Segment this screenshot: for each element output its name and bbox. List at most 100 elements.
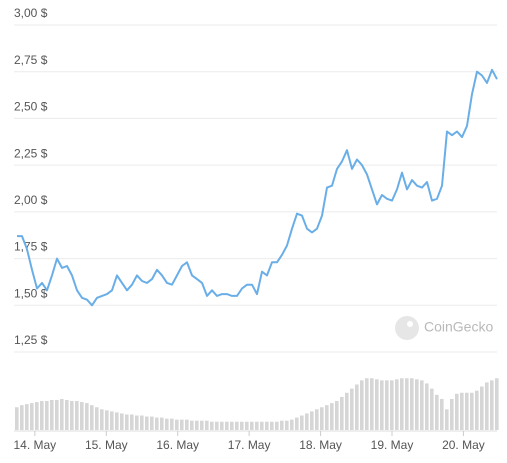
volume-bar	[15, 407, 19, 430]
volume-bar	[295, 417, 299, 430]
volume-bar	[135, 415, 139, 430]
x-tick-label: 18. May	[299, 438, 342, 452]
volume-bar	[435, 394, 439, 430]
volume-bar	[445, 409, 449, 430]
volume-bar	[410, 378, 414, 430]
volume-bar	[310, 411, 314, 430]
y-tick-label: 2,00 $	[14, 193, 48, 207]
volume-bar	[450, 398, 454, 430]
x-tick-label: 16. May	[156, 438, 199, 452]
volume-bar	[350, 388, 354, 430]
volume-bar	[315, 409, 319, 430]
volume-bar	[185, 419, 189, 430]
volume-bar	[320, 407, 324, 430]
volume-bar	[340, 396, 344, 430]
volume-bar	[25, 404, 29, 430]
volume-bar	[430, 388, 434, 430]
volume-bar	[395, 379, 399, 430]
volume-bar	[335, 401, 339, 430]
volume-bar	[110, 411, 114, 430]
volume-bar	[300, 415, 304, 430]
x-tick-label: 19. May	[371, 438, 414, 452]
plot: 3,00 $ 2,75 $ 2,50 $ 2,25 $ 2,00 $ 1,75 $ 1,50…	[14, 6, 499, 452]
volume-bar	[225, 421, 229, 430]
volume-bar	[50, 400, 54, 430]
y-tick-label: 2,50 $	[14, 100, 48, 114]
volume-bar	[385, 380, 389, 430]
volume-bar	[175, 419, 179, 430]
volume-bar	[220, 421, 224, 430]
y-tick-label: 3,00 $	[14, 6, 48, 20]
volume-bar	[40, 401, 44, 430]
volume-bar	[305, 413, 309, 430]
y-tick-label: 1,75 $	[14, 240, 48, 254]
volume-bar	[460, 392, 464, 430]
volume-bar	[475, 390, 479, 430]
watermark: CoinGecko	[424, 319, 493, 335]
volume-bar	[260, 421, 264, 430]
y-tick-label: 2,25 $	[14, 146, 48, 160]
volume-bar	[60, 398, 64, 430]
volume-bar	[250, 421, 254, 430]
volume-bar	[75, 401, 79, 430]
volume-bar	[180, 419, 184, 430]
volume-bar	[275, 421, 279, 430]
y-tick-label: 1,50 $	[14, 286, 48, 300]
volume-bar	[125, 414, 129, 430]
volume-bar	[325, 405, 329, 430]
volume-bar	[170, 418, 174, 430]
volume-bar	[345, 392, 349, 430]
volume-bar	[45, 401, 49, 430]
volume-bar	[330, 403, 334, 430]
volume-bar	[30, 403, 34, 430]
volume-bar	[20, 405, 24, 430]
volume-bar	[245, 421, 249, 430]
volume-bar	[100, 409, 104, 430]
volume-bar	[165, 418, 169, 430]
volume-bar	[485, 382, 489, 430]
volume-bar	[120, 413, 124, 430]
volume-bar	[270, 421, 274, 430]
volume-bar	[465, 392, 469, 430]
volume-bar	[265, 421, 269, 430]
x-tick-label: 17. May	[228, 438, 271, 452]
volume-bar	[35, 402, 39, 430]
volume-bar	[200, 420, 204, 430]
volume-bar	[495, 378, 499, 430]
volume-bar	[115, 412, 119, 430]
volume-bar	[415, 379, 419, 430]
y-tick-label: 2,75 $	[14, 53, 48, 67]
price-line	[17, 68, 498, 307]
volume-bar	[215, 421, 219, 430]
volume-bar	[140, 415, 144, 430]
volume-bar	[490, 380, 494, 430]
volume-bar	[380, 380, 384, 430]
volume-bar	[150, 416, 154, 430]
volume-bar	[145, 416, 149, 430]
volume-bar	[155, 417, 159, 430]
volume-bar	[90, 405, 94, 430]
volume-bar	[70, 401, 74, 430]
volume-bar	[455, 393, 459, 430]
volume-bar	[65, 400, 69, 430]
volume-bar	[400, 378, 404, 430]
volume-bar	[255, 421, 259, 430]
x-tick-label: 14. May	[14, 438, 57, 452]
volume-bar	[210, 421, 214, 430]
volume-bar	[105, 410, 109, 430]
volume-bar	[360, 380, 364, 430]
watermark-logo	[395, 316, 419, 340]
volume-bar	[375, 379, 379, 430]
volume-bar	[280, 420, 284, 430]
volume-bar	[80, 402, 84, 430]
volume-bar	[95, 407, 99, 430]
volume-bar	[195, 420, 199, 430]
volume-bar	[355, 384, 359, 430]
x-tick-label: 15. May	[85, 438, 128, 452]
volume-bar	[235, 421, 239, 430]
volume-bar	[285, 420, 289, 430]
volume-bar	[420, 380, 424, 430]
volume-bar	[480, 386, 484, 430]
volume-bar	[365, 378, 369, 430]
